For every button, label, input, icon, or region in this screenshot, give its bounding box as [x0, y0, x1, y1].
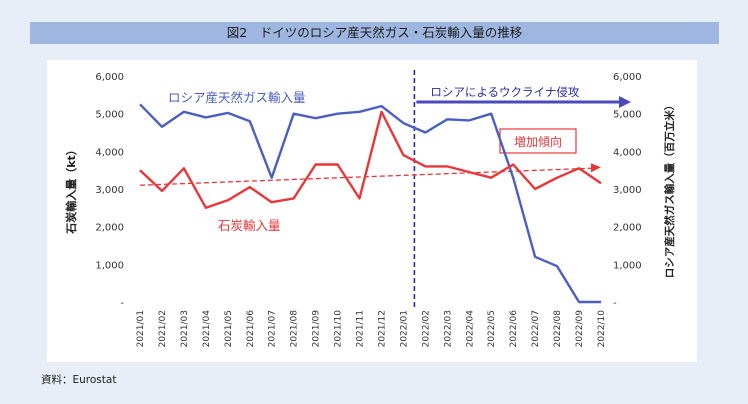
y-left-tick-label: 6,000 [95, 72, 124, 83]
gas-series-label: ロシア産天然ガス輸入量 [168, 90, 306, 105]
x-tick-label: 2021/02 [158, 310, 168, 347]
y-right-tick-label: 5,000 [613, 110, 642, 121]
x-tick-label: 2021/04 [202, 310, 212, 348]
y-left-tick-label: 4,000 [95, 147, 124, 158]
y-left-tick-label: 2,000 [95, 223, 124, 234]
x-tick-label: 2022/08 [553, 310, 563, 348]
source-note: 資料：Eurostat [41, 374, 117, 386]
y-left-tick-label: 5,000 [95, 110, 124, 121]
x-tick-label: 2022/02 [421, 310, 431, 347]
x-tick-label: 2021/09 [312, 310, 322, 348]
x-tick-label: 2021/12 [377, 310, 387, 347]
x-tick-label: 2021/11 [356, 310, 366, 347]
x-tick-label: 2022/01 [399, 310, 409, 347]
x-tick-label: 2022/05 [487, 310, 497, 347]
trend-label: 増加傾向 [514, 134, 562, 149]
y-left-axis-title: 石炭輸入量（kt） [64, 144, 78, 235]
y-right-axis-title: ロシア産天然ガス輸入量（百万立米） [663, 100, 676, 279]
y-right-tick-label: 3,000 [613, 185, 642, 196]
trend-arrow-head [591, 163, 601, 173]
event-label: ロシアによるウクライナ侵攻 [430, 85, 579, 99]
y-right-tick-label: - [613, 298, 617, 309]
x-tick-label: 2021/07 [268, 310, 278, 347]
x-tick-label: 2021/08 [290, 310, 300, 348]
y-left-tick-label: 1,000 [95, 260, 124, 271]
chart-area: - 1,000 2,000 3,000 4,000 5,000 6,000 - 1,000 2,0… [47, 60, 697, 362]
y-right-tick-label: 2,000 [613, 223, 642, 234]
x-tick-label: 2021/10 [334, 310, 344, 348]
figure-title: 図2 ドイツのロシア産天然ガス・石炭輸入量の推移 [30, 22, 719, 44]
x-tick-label: 2022/10 [597, 310, 607, 348]
x-tick-label: 2021/03 [180, 310, 190, 347]
x-tick-label: 2022/06 [509, 310, 519, 348]
y-right-tick-label: 4,000 [613, 147, 642, 158]
y-right-tick-label: 1,000 [613, 260, 642, 271]
x-tick-label: 2022/03 [443, 310, 453, 347]
x-tick-label: 2022/04 [465, 310, 475, 348]
x-tick-label: 2022/09 [575, 310, 585, 348]
x-tick-label: 2021/06 [246, 310, 256, 348]
y-left-tick-label: - [120, 298, 124, 309]
y-right-tick-label: 6,000 [613, 72, 642, 83]
x-tick-label: 2022/07 [531, 310, 541, 347]
line-chart: - 1,000 2,000 3,000 4,000 5,000 6,000 - 1,000 2,0… [64, 70, 676, 348]
coal-series-label: 石炭輸入量 [218, 218, 281, 233]
y-left-tick-label: 3,000 [95, 185, 124, 196]
x-tick-label: 2021/05 [224, 310, 234, 347]
event-arrow-head [619, 96, 631, 108]
x-tick-label: 2021/01 [136, 310, 146, 347]
coal-import-line [139, 110, 602, 210]
gas-import-line [139, 103, 601, 304]
